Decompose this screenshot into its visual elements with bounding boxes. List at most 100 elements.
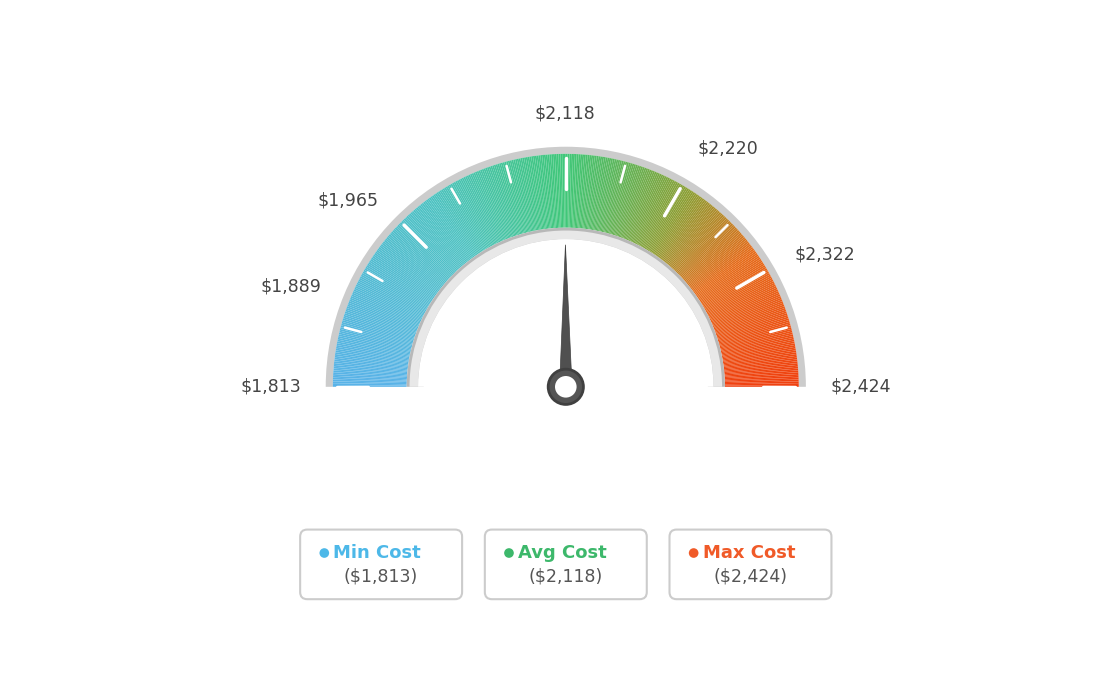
Wedge shape	[511, 160, 530, 232]
Wedge shape	[652, 191, 693, 254]
Text: $2,322: $2,322	[795, 246, 856, 264]
Wedge shape	[613, 164, 636, 235]
Wedge shape	[719, 324, 790, 345]
Wedge shape	[529, 157, 542, 230]
Wedge shape	[713, 297, 782, 327]
Circle shape	[689, 548, 699, 558]
Wedge shape	[655, 193, 697, 255]
Wedge shape	[712, 294, 781, 325]
Wedge shape	[697, 255, 758, 297]
Wedge shape	[599, 159, 617, 232]
Wedge shape	[540, 155, 550, 228]
Wedge shape	[351, 294, 420, 325]
Text: $2,118: $2,118	[534, 105, 595, 123]
Wedge shape	[570, 154, 573, 228]
Wedge shape	[478, 170, 507, 239]
Wedge shape	[407, 215, 459, 270]
Wedge shape	[484, 168, 511, 238]
Wedge shape	[719, 320, 789, 342]
Wedge shape	[715, 306, 785, 333]
Wedge shape	[702, 266, 766, 306]
Wedge shape	[615, 165, 639, 236]
Wedge shape	[688, 237, 745, 286]
Wedge shape	[542, 155, 551, 228]
Wedge shape	[333, 377, 406, 382]
Wedge shape	[573, 154, 578, 228]
Wedge shape	[678, 221, 731, 275]
Wedge shape	[659, 198, 704, 259]
Wedge shape	[689, 239, 747, 287]
Wedge shape	[413, 210, 463, 266]
Wedge shape	[426, 199, 471, 259]
Wedge shape	[583, 155, 593, 229]
Wedge shape	[336, 347, 410, 361]
Wedge shape	[526, 157, 540, 230]
Wedge shape	[719, 322, 790, 344]
Wedge shape	[707, 278, 773, 313]
Wedge shape	[490, 166, 516, 236]
Wedge shape	[639, 180, 675, 246]
Wedge shape	[520, 158, 535, 230]
Text: Min Cost: Min Cost	[333, 544, 421, 562]
Wedge shape	[391, 231, 447, 282]
Wedge shape	[693, 247, 753, 293]
Wedge shape	[346, 310, 416, 335]
Wedge shape	[352, 291, 421, 322]
Wedge shape	[508, 161, 528, 233]
Wedge shape	[725, 382, 799, 384]
Wedge shape	[380, 246, 439, 291]
Wedge shape	[689, 238, 746, 286]
Wedge shape	[513, 159, 531, 232]
Wedge shape	[335, 354, 408, 366]
Wedge shape	[555, 154, 560, 228]
Wedge shape	[582, 155, 592, 228]
Wedge shape	[373, 255, 435, 297]
Wedge shape	[340, 329, 412, 348]
Wedge shape	[725, 385, 799, 387]
Wedge shape	[694, 250, 755, 295]
Wedge shape	[333, 366, 407, 374]
Wedge shape	[355, 284, 423, 318]
Wedge shape	[637, 179, 671, 245]
Wedge shape	[524, 157, 539, 230]
Wedge shape	[335, 362, 407, 371]
Text: Max Cost: Max Cost	[703, 544, 795, 562]
Wedge shape	[591, 157, 604, 230]
Wedge shape	[687, 235, 744, 284]
Wedge shape	[471, 173, 502, 242]
Wedge shape	[617, 166, 643, 237]
Wedge shape	[485, 168, 512, 237]
Wedge shape	[567, 154, 570, 228]
Wedge shape	[656, 194, 698, 256]
Wedge shape	[514, 159, 532, 232]
Wedge shape	[337, 343, 410, 358]
Wedge shape	[721, 333, 793, 351]
Wedge shape	[481, 169, 510, 239]
Wedge shape	[333, 371, 407, 377]
Wedge shape	[611, 163, 633, 235]
Wedge shape	[561, 154, 563, 228]
Wedge shape	[700, 262, 764, 303]
Wedge shape	[417, 206, 466, 264]
Wedge shape	[725, 377, 798, 382]
Wedge shape	[708, 281, 774, 316]
Wedge shape	[401, 221, 454, 275]
Wedge shape	[556, 154, 561, 228]
Wedge shape	[718, 315, 788, 339]
Wedge shape	[336, 348, 408, 362]
Wedge shape	[364, 268, 428, 307]
Wedge shape	[715, 310, 786, 335]
Wedge shape	[370, 259, 433, 301]
Wedge shape	[708, 283, 775, 317]
Wedge shape	[341, 324, 413, 345]
Wedge shape	[718, 318, 789, 342]
Wedge shape	[707, 279, 774, 315]
Wedge shape	[399, 224, 453, 276]
Wedge shape	[683, 230, 740, 281]
Wedge shape	[436, 192, 478, 255]
Wedge shape	[586, 156, 597, 229]
Wedge shape	[720, 327, 792, 347]
Wedge shape	[404, 218, 456, 273]
Wedge shape	[397, 225, 452, 277]
Wedge shape	[435, 193, 477, 255]
